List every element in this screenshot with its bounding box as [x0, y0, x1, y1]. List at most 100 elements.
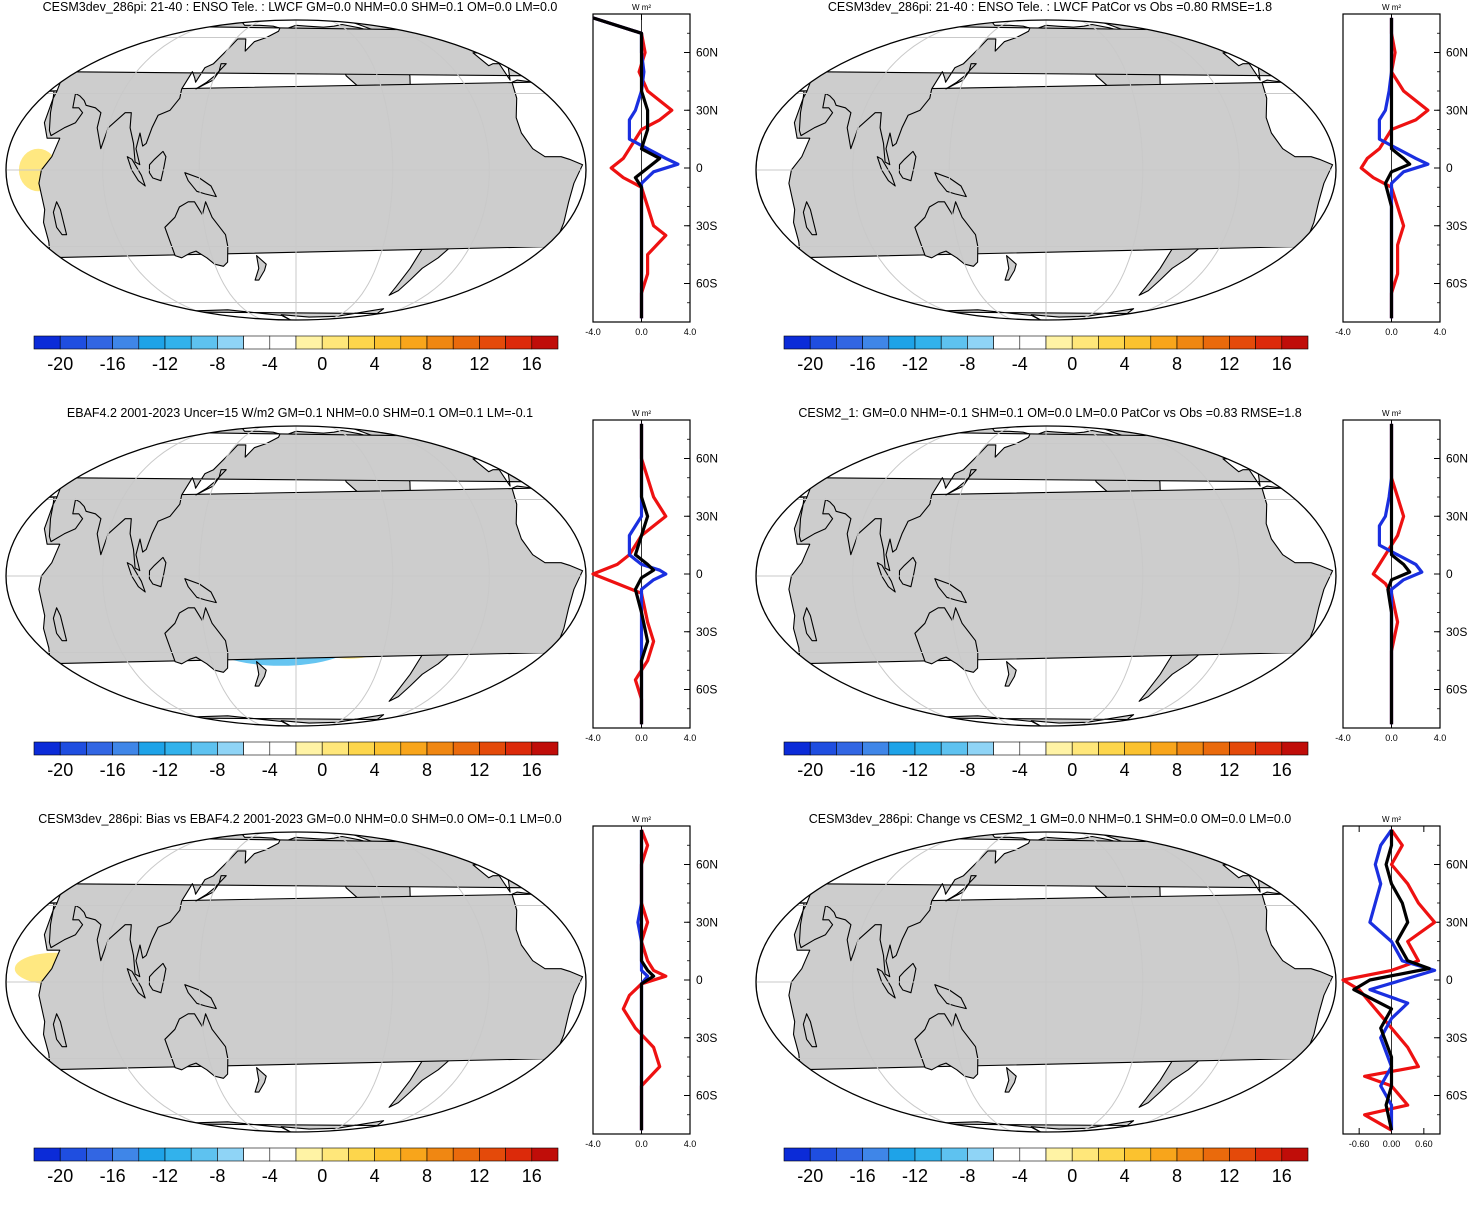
colorbar-swatch — [531, 741, 559, 756]
colorbar-swatch — [940, 335, 968, 350]
zonal-curve-obs — [592, 16, 680, 319]
colorbar-tick-label: -8 — [959, 1166, 975, 1186]
land-africa-west — [36, 79, 584, 259]
zonal-x-label: 4.0 — [684, 327, 697, 337]
colorbar-swatch — [505, 335, 533, 350]
zonal-x-label: 0.0 — [635, 733, 648, 743]
land-layer — [36, 20, 584, 320]
land-africa-west — [786, 79, 1334, 259]
land-new-zealand — [1004, 661, 1017, 687]
colorbar-swatch — [374, 1147, 402, 1162]
zonal-lat-label: 60N — [1446, 46, 1468, 60]
colorbar-swatch — [862, 1147, 890, 1162]
zonal-lat-label: 30S — [1446, 219, 1467, 233]
land-madagascar — [802, 1013, 818, 1048]
colorbar-swatch — [269, 741, 297, 756]
colorbar-swatch — [1098, 1147, 1125, 1162]
colorbar-swatch — [1124, 1147, 1152, 1162]
colorbar-tick-label: 16 — [1272, 760, 1292, 780]
zonal-unit-label: W m² — [632, 409, 651, 418]
zonal-unit-label: W m² — [1382, 409, 1401, 418]
land-iceland — [1163, 435, 1178, 440]
panel-title: EBAF4.2 2001-2023 Uncer=15 W/m2 GM=0.1 N… — [66, 406, 534, 420]
colorbar-tick-label: 4 — [370, 354, 380, 374]
land-new-zealand — [254, 1067, 267, 1093]
land-japan — [195, 469, 227, 496]
colorbar-swatch — [348, 1147, 375, 1162]
zonal-unit-label: W m² — [632, 3, 651, 12]
colorbar-swatch — [1124, 741, 1152, 756]
land-new-guinea — [934, 172, 967, 198]
zonal-lat-label: 60N — [696, 452, 718, 466]
colorbar-tick-label: -16 — [100, 354, 126, 374]
zonal-lat-label: 30N — [1446, 915, 1468, 929]
colorbar-swatch — [531, 1147, 559, 1162]
land-new-guinea — [934, 984, 967, 1010]
colorbar-swatch — [1071, 335, 1099, 350]
colorbar-swatch — [321, 1147, 349, 1162]
zonal-lat-label: 0 — [696, 161, 703, 175]
colorbar-tick-label: 12 — [469, 354, 489, 374]
zonal-lat-label: 0 — [696, 567, 703, 581]
zonal-lat-label: 60S — [696, 277, 717, 291]
colorbar-swatch — [1229, 1147, 1256, 1162]
zonal-lat-label: 60S — [1446, 683, 1467, 697]
colorbar-swatch — [1255, 741, 1283, 756]
colorbar-swatch — [1229, 741, 1256, 756]
colorbar-swatch — [967, 741, 994, 756]
colorbar-swatch — [190, 335, 218, 350]
map-border — [755, 425, 1337, 727]
meridian-line — [295, 832, 394, 1132]
zonal-curve-diff — [592, 16, 662, 319]
colorbar-swatch — [33, 741, 61, 756]
colorbar-swatch — [1281, 741, 1309, 756]
colorbar-tick-label: -12 — [902, 1166, 928, 1186]
colorbar-swatch — [348, 335, 375, 350]
colorbar-swatch — [993, 741, 1021, 756]
panel-cesm2-1: CESM2_1: GM=0.0 NHM=-0.1 SHM=0.1 OM=0.0 … — [750, 406, 1483, 801]
colorbar-swatch — [374, 335, 402, 350]
colorbar-swatch — [190, 1147, 218, 1162]
land-africa-west — [36, 485, 584, 665]
zonal-x-label: -4.0 — [1335, 733, 1351, 743]
zonal-lat-label: 0 — [1446, 973, 1453, 987]
colorbar-tick-label: 4 — [1120, 760, 1130, 780]
colorbar-swatch — [217, 741, 244, 756]
meridian-line — [1045, 20, 1144, 320]
colorbar-tick-label: -20 — [797, 760, 823, 780]
colorbar-swatch — [400, 1147, 428, 1162]
colorbar-tick-label: 12 — [469, 1166, 489, 1186]
colorbar-tick-label: -4 — [262, 354, 278, 374]
meridian-line — [198, 426, 297, 726]
colorbar-swatch — [914, 741, 942, 756]
land-africa-west — [786, 485, 1334, 665]
colorbar-swatch — [86, 1147, 113, 1162]
colorbar-swatch — [1019, 1147, 1047, 1162]
colorbar-swatch — [138, 1147, 166, 1162]
colorbar-swatch — [452, 335, 480, 350]
colorbar-swatch — [452, 1147, 480, 1162]
zonal-x-label: 0.60 — [1415, 1139, 1433, 1149]
colorbar-swatch — [217, 335, 244, 350]
zonal-curve-obs — [1368, 828, 1437, 1131]
colorbar-swatch — [531, 335, 559, 350]
colorbar-swatch — [59, 741, 87, 756]
colorbar-swatch — [1150, 741, 1178, 756]
colorbar-tick-label: -4 — [1012, 760, 1028, 780]
colorbar-tick-label: 12 — [1219, 1166, 1239, 1186]
colorbar-swatch — [243, 741, 271, 756]
colorbar-swatch — [1281, 335, 1309, 350]
zonal-curve-model — [591, 423, 668, 725]
zonal-mean-plot: W m² 60N 30N 0 30S 60S -4.0 0.0 4.0 — [585, 409, 718, 743]
zonal-lat-label: 60N — [1446, 452, 1468, 466]
zonal-x-label: 0.0 — [635, 1139, 648, 1149]
colorbar-swatch — [783, 741, 811, 756]
colorbar-swatch — [1098, 335, 1125, 350]
meridian-line — [295, 832, 490, 1132]
map-robinson — [5, 19, 587, 321]
map-robinson — [755, 425, 1337, 727]
colorbar-swatch — [1176, 741, 1204, 756]
colorbar-tick-label: -8 — [209, 354, 225, 374]
colorbar-swatch — [269, 335, 297, 350]
land-iceland — [413, 435, 428, 440]
